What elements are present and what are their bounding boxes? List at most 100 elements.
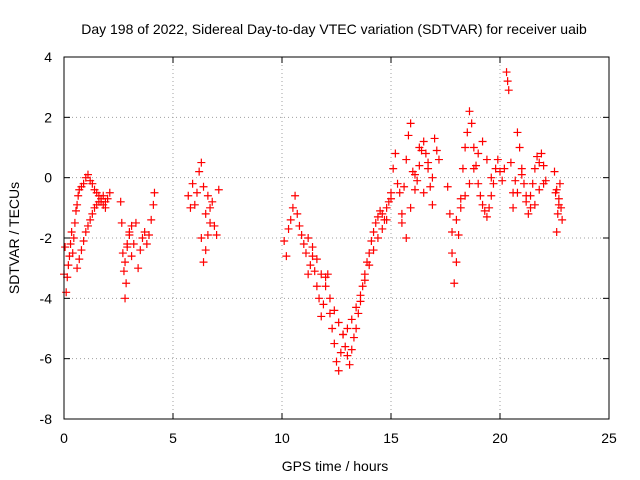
data-point (428, 173, 437, 182)
data-point (535, 185, 544, 194)
data-point (491, 164, 500, 173)
data-point (552, 227, 561, 236)
data-point (86, 215, 95, 224)
data-point (197, 158, 206, 167)
data-point (121, 258, 130, 267)
data-point (77, 246, 86, 255)
data-point (336, 348, 345, 357)
data-point (478, 200, 487, 209)
data-point (129, 240, 138, 249)
data-point (524, 209, 533, 218)
data-point (397, 218, 406, 227)
data-point (101, 197, 110, 206)
data-point (291, 191, 300, 200)
data-point (474, 179, 483, 188)
data-point (365, 249, 374, 258)
data-point (450, 279, 459, 288)
data-point (79, 237, 88, 246)
data-point (119, 267, 128, 276)
data-point (70, 218, 79, 227)
data-point (68, 249, 77, 258)
data-point (496, 167, 504, 176)
data-point (284, 224, 293, 233)
data-point (402, 234, 411, 242)
data-point (443, 182, 452, 191)
data-point (493, 155, 502, 164)
data-point (332, 357, 341, 366)
data-point (117, 218, 126, 227)
data-point (288, 203, 297, 212)
data-point (131, 218, 140, 227)
data-point (461, 191, 470, 200)
data-point (465, 107, 474, 116)
data-point (334, 318, 343, 327)
chart-title: Day 198 of 2022, Sidereal Day-to-day VTE… (81, 21, 587, 37)
data-point (312, 282, 321, 291)
data-point (325, 309, 334, 318)
data-point (555, 179, 564, 188)
data-point (319, 300, 328, 309)
data-point (66, 240, 75, 249)
data-point (452, 215, 461, 224)
data-point (317, 270, 326, 279)
data-point (83, 221, 92, 230)
data-point (297, 230, 306, 239)
data-point (325, 294, 334, 303)
x-axis-title: GPS time / hours (282, 458, 389, 474)
data-point (478, 137, 487, 146)
data-point (299, 240, 308, 249)
data-point (310, 267, 319, 276)
data-point (197, 234, 206, 242)
data-point (203, 191, 212, 200)
x-tick-label: 15 (383, 430, 399, 446)
data-point (195, 167, 204, 176)
data-point (188, 179, 197, 188)
data-point (406, 203, 415, 212)
data-point (330, 306, 339, 315)
data-point (504, 86, 513, 95)
data-point (62, 288, 71, 297)
data-point (88, 209, 97, 218)
data-point (456, 203, 465, 212)
data-point (502, 68, 511, 77)
data-point (293, 209, 302, 218)
data-point (415, 161, 424, 170)
data-point (382, 215, 391, 224)
data-point (330, 339, 339, 348)
data-point (480, 206, 489, 215)
data-point (304, 270, 313, 279)
data-point (410, 170, 419, 179)
data-point (371, 218, 380, 227)
data-point (519, 179, 528, 188)
x-tick-label: 25 (601, 430, 617, 446)
data-point (199, 182, 208, 191)
data-point (203, 230, 212, 239)
data-point (553, 209, 562, 218)
data-point (328, 324, 337, 333)
data-point (513, 188, 522, 197)
data-point (186, 203, 195, 212)
data-point (138, 234, 147, 242)
data-point (448, 249, 457, 258)
data-point (347, 315, 356, 324)
data-point (517, 170, 526, 179)
axis-ticks: 0 5 10 15 20 25 -8 -6 -4 -2 0 2 4 (40, 49, 617, 446)
data-point (404, 131, 413, 140)
data-point (426, 182, 435, 191)
data-point (365, 261, 374, 270)
data-point (432, 146, 441, 155)
data-point (206, 218, 215, 227)
data-point (142, 240, 151, 249)
data-point (402, 155, 411, 164)
data-point (389, 164, 398, 173)
data-point (74, 191, 83, 200)
data-point (206, 203, 215, 212)
data-point (356, 291, 365, 300)
data-point (511, 176, 520, 185)
data-point (535, 158, 544, 167)
data-point (75, 255, 84, 264)
data-point (67, 227, 76, 236)
data-point (537, 149, 546, 158)
data-point (550, 167, 559, 176)
data-point (280, 237, 289, 246)
